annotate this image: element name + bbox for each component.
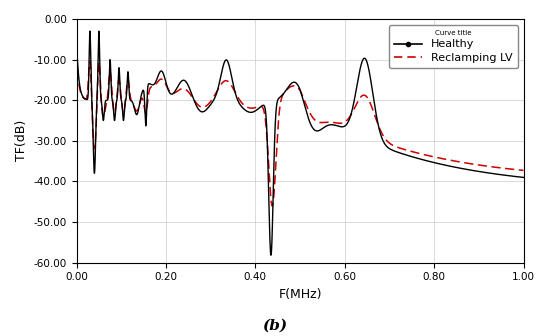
Healthy bbox=[520, 175, 527, 179]
Reclamping LV bbox=[74, 54, 80, 58]
Reclamping LV bbox=[520, 168, 527, 172]
Healthy bbox=[345, 119, 352, 123]
Reclamping LV bbox=[302, 101, 309, 105]
Reclamping LV bbox=[140, 98, 146, 102]
Healthy bbox=[97, 83, 103, 87]
Line: Reclamping LV: Reclamping LV bbox=[77, 56, 524, 206]
X-axis label: F(MHz): F(MHz) bbox=[278, 288, 322, 301]
Healthy bbox=[268, 253, 274, 257]
Y-axis label: TF(dB): TF(dB) bbox=[15, 120, 28, 161]
Reclamping LV bbox=[309, 114, 315, 118]
Text: (b): (b) bbox=[262, 319, 288, 333]
Healthy bbox=[87, 29, 94, 33]
Healthy bbox=[74, 43, 80, 47]
Reclamping LV bbox=[189, 95, 196, 99]
Healthy bbox=[189, 94, 196, 98]
Legend: Healthy, Reclamping LV: Healthy, Reclamping LV bbox=[388, 25, 518, 68]
Reclamping LV bbox=[345, 117, 352, 121]
Healthy bbox=[302, 107, 309, 111]
Healthy bbox=[309, 125, 315, 129]
Reclamping LV bbox=[97, 78, 103, 82]
Healthy bbox=[140, 88, 146, 92]
Reclamping LV bbox=[269, 204, 276, 208]
Line: Healthy: Healthy bbox=[77, 31, 524, 255]
